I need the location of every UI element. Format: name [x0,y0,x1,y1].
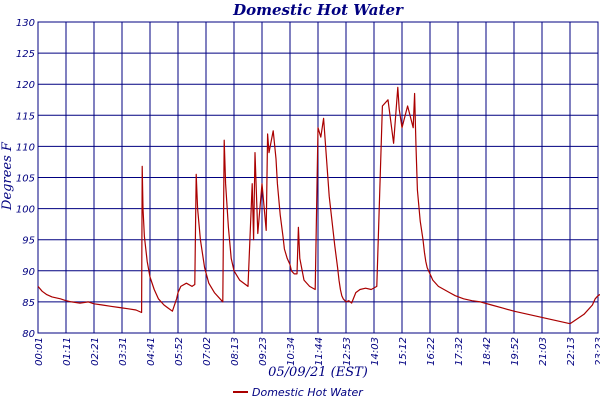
x-tick-label: 11:44 [314,337,325,366]
x-tick-label: 10:34 [286,337,297,366]
x-tick-label: 16:22 [426,337,437,366]
y-tick-label: 105 [16,174,35,185]
y-tick-label: 90 [22,267,35,278]
x-axis-label: 05/09/21 (EST) [268,365,368,380]
x-tick-label: 17:32 [454,337,465,366]
y-tick-label: 115 [16,111,35,122]
x-tick-labels: 00:01 01:11 02:21 03:31 04:41 05:52 07:02 08:13… [34,337,600,366]
y-tick-label: 120 [16,80,35,91]
y-tick-labels: 80 85 90 95 100 105 110 115 120 125 130 [16,18,35,340]
x-tick-label: 14:03 [370,337,381,366]
y-tick-label: 130 [16,18,35,29]
x-tick-label: 00:01 [34,337,45,366]
chart-title: Domestic Hot Water [232,1,404,19]
y-tick-label: 85 [22,298,35,309]
grid-layer [37,21,599,334]
y-tick-label: 110 [16,142,35,153]
legend: Domestic Hot Water [233,386,364,399]
legend-label: Domestic Hot Water [252,386,364,399]
x-tick-label: 07:02 [202,337,213,366]
x-tick-label: 21:03 [538,337,549,366]
x-tick-label: 22:13 [566,337,577,366]
x-tick-label: 09:23 [258,337,269,366]
x-tick-label: 18:42 [482,337,493,366]
x-tick-label: 23:23 [594,337,600,366]
y-tick-label: 80 [22,329,35,340]
y-tick-label: 95 [22,236,35,247]
x-tick-label: 04:41 [146,337,157,366]
y-axis-label: Degrees F [0,141,15,211]
x-tick-label: 12:53 [342,337,353,366]
x-tick-label: 08:13 [230,337,241,366]
series-line-domestic-hot-water [37,86,600,325]
y-tick-label: 125 [16,49,35,60]
x-tick-label: 02:21 [90,337,101,366]
x-tick-label: 05:52 [174,337,185,366]
x-tick-label: 19:52 [510,337,521,366]
x-tick-label: 01:11 [62,337,73,366]
y-tick-label: 100 [16,205,35,216]
x-tick-label: 03:31 [118,337,129,366]
series-layer [37,86,600,325]
x-tick-label: 15:12 [398,337,409,366]
